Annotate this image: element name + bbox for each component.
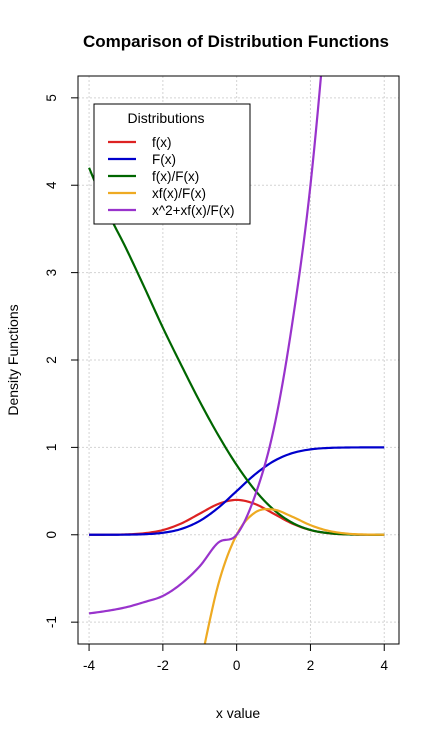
- grid-lines: [78, 76, 399, 644]
- legend-title: Distributions: [127, 110, 204, 126]
- y-tick-label: 3: [44, 269, 59, 277]
- legend-entry-4: x^2+xf(x)/F(x): [152, 203, 234, 218]
- series-line-1: [89, 446, 385, 536]
- legend: Distributions f(x) F(x) f(x)/F(x) xf(x)/F(x)…: [93, 103, 251, 225]
- x-axis-label: x value: [216, 705, 261, 721]
- y-tick-label: 1: [44, 444, 59, 452]
- axes: -4 -2 0 2 4 -1 0 1 2 3 4 5: [44, 75, 400, 673]
- y-tick-label: 0: [44, 531, 59, 539]
- series-line-3: [203, 508, 385, 644]
- y-tick-label: -1: [44, 616, 59, 628]
- legend-box: [93, 103, 251, 225]
- series-line-2: [88, 167, 385, 536]
- y-tick-label: 5: [44, 94, 59, 102]
- legend-entry-3: xf(x)/F(x): [152, 186, 206, 201]
- y-tick-label: 4: [44, 181, 59, 189]
- legend-entry-0: f(x): [152, 135, 172, 150]
- x-tick-label: 4: [380, 658, 388, 673]
- x-tick-label: 0: [233, 658, 241, 673]
- x-tick-label: -2: [157, 658, 169, 673]
- y-tick-label: 2: [44, 356, 59, 364]
- series-lines: [88, 76, 385, 644]
- chart-title: Comparison of Distribution Functions: [83, 32, 389, 51]
- x-tick-label: 2: [307, 658, 315, 673]
- y-axis-label: Density Functions: [5, 304, 21, 415]
- x-tick-label: -4: [83, 658, 95, 673]
- series-line-4: [88, 76, 323, 615]
- legend-entry-2: f(x)/F(x): [152, 169, 199, 184]
- legend-entry-1: F(x): [152, 152, 176, 167]
